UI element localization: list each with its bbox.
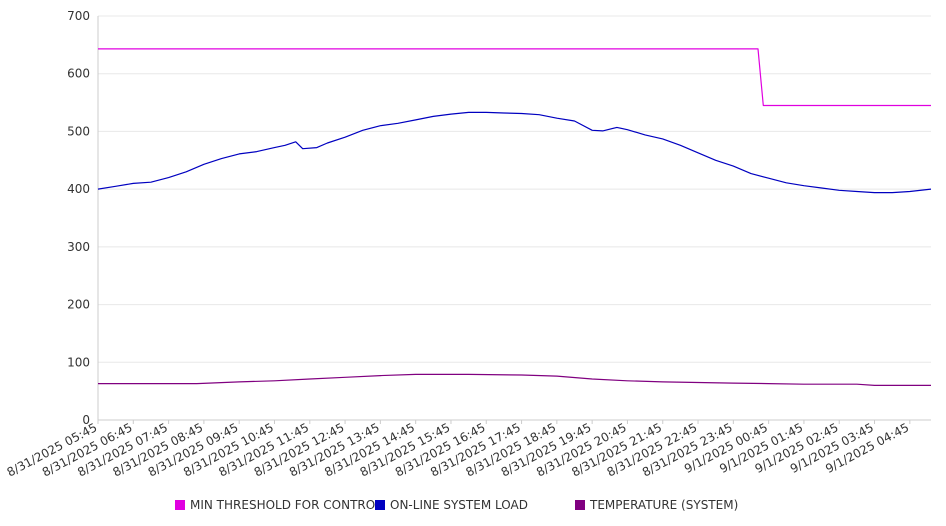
y-tick-label: 500 xyxy=(67,124,90,138)
legend: MIN THRESHOLD FOR CONTROL ON-LINE SYSTEM … xyxy=(175,498,738,512)
series-line-on-line-system-load xyxy=(97,111,932,194)
y-tick-label: 200 xyxy=(67,298,90,312)
legend-label: MIN THRESHOLD FOR CONTROL xyxy=(190,498,382,512)
series-lines xyxy=(97,48,932,386)
legend-label: TEMPERATURE (SYSTEM) xyxy=(589,498,738,512)
x-axis-ticks: 8/31/2025 05:458/31/2025 06:458/31/2025 … xyxy=(5,420,911,480)
axes xyxy=(97,16,931,421)
y-tick-label: 300 xyxy=(67,240,90,254)
y-tick-label: 400 xyxy=(67,182,90,196)
series-line-min-threshold-for-control xyxy=(98,48,931,107)
y-tick-label: 700 xyxy=(67,9,90,23)
grid xyxy=(98,15,931,421)
legend-swatch xyxy=(575,500,585,510)
legend-swatch xyxy=(375,500,385,510)
legend-swatch xyxy=(175,500,185,510)
y-axis-ticks: 0 100 200 300 400 500 600 700 xyxy=(67,9,90,427)
y-tick-label: 100 xyxy=(67,355,90,369)
y-tick-label: 0 xyxy=(82,413,90,427)
y-tick-label: 600 xyxy=(67,67,90,81)
legend-label: ON-LINE SYSTEM LOAD xyxy=(390,498,528,512)
series-line-temperature-system xyxy=(98,373,931,386)
